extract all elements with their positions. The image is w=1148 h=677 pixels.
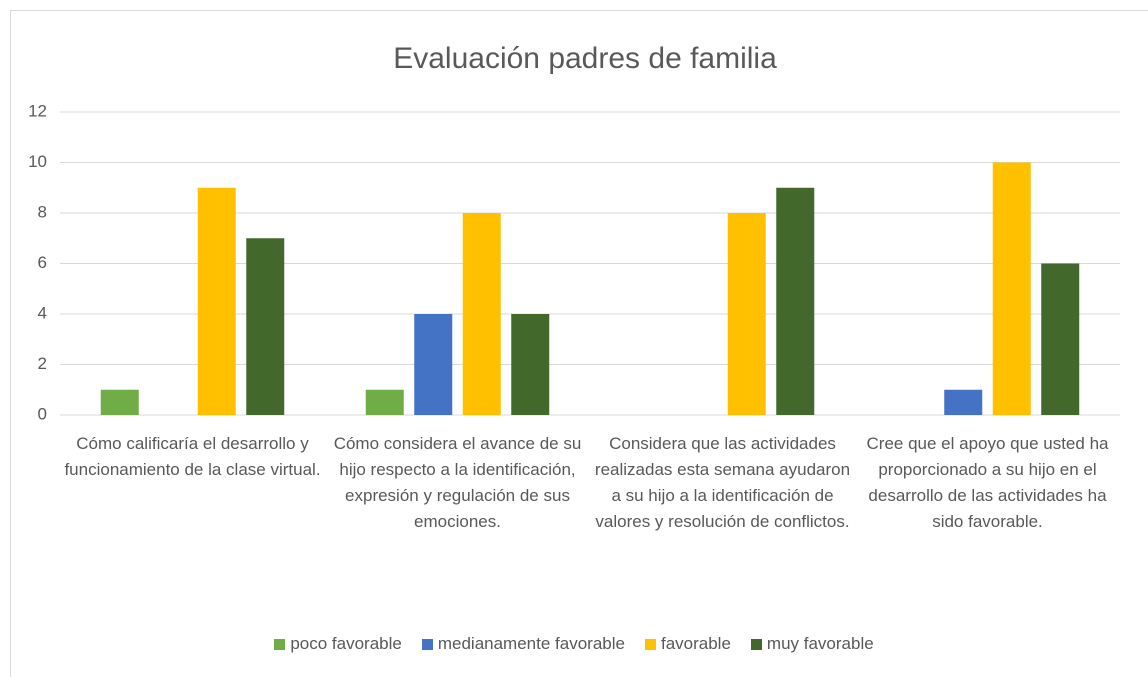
y-tick-label: 4 [38, 303, 47, 322]
legend-label: favorable [660, 634, 731, 653]
legend-swatch [750, 638, 762, 650]
bar [197, 187, 236, 415]
legend-item: poco favorable [274, 634, 402, 654]
legend-label: medianamente favorable [437, 634, 625, 653]
x-tick-label: Considera que las actividades realizadas… [594, 434, 851, 531]
legend-item: muy favorable [750, 634, 874, 654]
chart-border [10, 10, 1148, 677]
bar [100, 389, 139, 415]
y-tick-label: 12 [28, 101, 47, 120]
bar [462, 213, 501, 415]
y-tick-label: 10 [28, 152, 47, 171]
bar [727, 213, 766, 415]
legend-item: favorable [644, 634, 731, 654]
bar [511, 314, 550, 415]
legend-label: poco favorable [290, 634, 402, 653]
y-tick-label: 6 [38, 253, 47, 272]
x-tick-label: Cómo considera el avance de su hijo resp… [333, 434, 582, 531]
x-tick-label: Cómo calificaría el desarrollo y funcion… [64, 434, 321, 479]
x-tick-label: Cree que el apoyo que usted ha proporcio… [866, 434, 1109, 531]
bar [992, 162, 1031, 415]
bar [944, 389, 983, 415]
bar [365, 389, 404, 415]
legend-label: muy favorable [766, 634, 874, 653]
chart-title: Evaluación padres de familia [393, 42, 777, 75]
y-tick-label: 0 [38, 404, 47, 423]
bar [1041, 263, 1080, 415]
legend-swatch [274, 638, 286, 650]
y-tick-label: 2 [38, 354, 47, 373]
y-tick-label: 8 [38, 202, 47, 221]
legend-item: medianamente favorable [421, 634, 625, 654]
bar [246, 238, 285, 415]
legend-swatch [644, 638, 656, 650]
legend: poco favorable medianamente favorable favo… [0, 634, 1148, 654]
legend-swatch [421, 638, 433, 650]
bar [776, 187, 815, 415]
bar [414, 314, 453, 415]
